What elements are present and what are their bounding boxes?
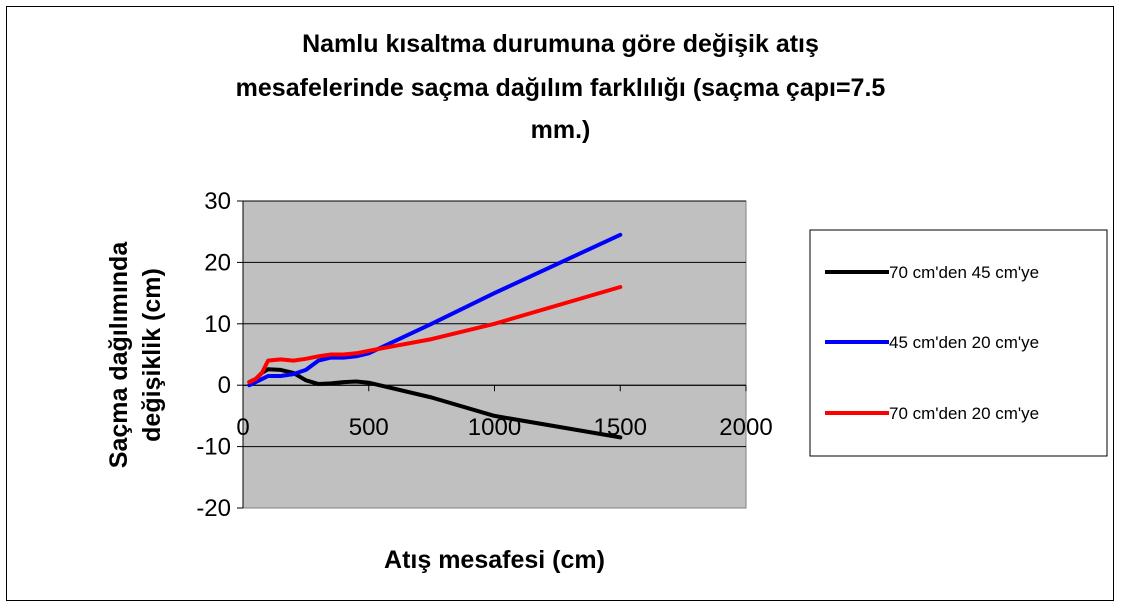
chart-title-line-3: mm.) xyxy=(530,116,591,144)
x-tick-label-0: 0 xyxy=(236,414,249,441)
x-tick-label-1: 500 xyxy=(349,414,389,441)
legend-label-2: 70 cm'den 20 cm'ye xyxy=(889,404,1039,423)
y-tick-label-0: 30 xyxy=(204,188,231,215)
chart-title-line-1: Namlu kısaltma durumuna göre değişik atı… xyxy=(302,30,819,58)
y-tick-label-2: 10 xyxy=(204,311,231,338)
legend-label-0: 70 cm'den 45 cm'ye xyxy=(889,263,1039,282)
y-tick-label-4: -10 xyxy=(196,434,231,461)
y-tick-label-3: 0 xyxy=(218,372,231,399)
y-tick-label-5: -20 xyxy=(196,495,231,522)
y-axis-title-line-2: değişiklik (cm) xyxy=(138,268,166,442)
chart-title-line-2: mesafelerinde saçma dağılım farklılığı (… xyxy=(235,74,886,102)
x-tick-label-4: 2000 xyxy=(719,414,772,441)
legend-label-1: 45 cm'den 20 cm'ye xyxy=(889,333,1039,352)
y-axis-title-line-1: Saçma dağılımında xyxy=(105,241,133,469)
y-tick-label-1: 20 xyxy=(204,249,231,276)
series-line-1 xyxy=(247,232,623,388)
series-line-2 xyxy=(247,285,623,385)
x-axis-title: Atış mesafesi (cm) xyxy=(384,546,605,574)
